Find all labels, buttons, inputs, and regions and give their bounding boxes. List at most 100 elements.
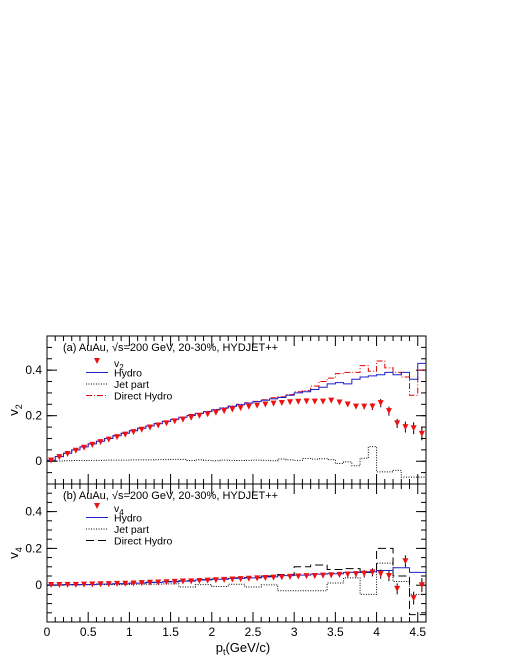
data-point: [328, 572, 335, 579]
data-point: [146, 579, 153, 586]
plot-frame: [46, 335, 427, 485]
y-tick-label: 0.4: [25, 505, 42, 519]
data-point: [179, 578, 186, 585]
data-point: [418, 582, 425, 589]
data-point: [369, 403, 376, 410]
panel-header: (a) AuAu, √s=200 GeV, 20-30%, HYDJET++: [63, 342, 278, 354]
legend-entry: v4: [94, 503, 124, 517]
data-point: [402, 424, 409, 431]
data-point: [130, 429, 137, 436]
series-jet-part: [47, 446, 426, 478]
data-point: [361, 570, 368, 577]
data-point: [171, 578, 178, 585]
y-axis-label: v2: [6, 404, 24, 416]
legend-entry: Direct Hydro: [86, 391, 173, 403]
data-point: [105, 436, 112, 443]
data-point: [89, 581, 96, 588]
data-point: [410, 425, 417, 432]
data-point: [344, 401, 351, 408]
data-point: [97, 439, 104, 446]
legend-label: Direct Hydro: [114, 391, 173, 403]
data-point: [72, 581, 79, 588]
data-point: [254, 402, 261, 409]
data-point: [278, 574, 285, 581]
legend-entry: Jet part: [86, 524, 149, 536]
panel-a-v2: 0 0.2 0.4 v2 (a) AuAu, √s=200 GeV, 20-30%, H…: [6, 335, 427, 485]
data-point: [385, 573, 392, 579]
x-tick-label: 3: [291, 625, 298, 639]
data-point: [311, 398, 318, 405]
data-point: [394, 585, 401, 592]
data-point: [171, 418, 178, 425]
data-point: [81, 581, 88, 588]
y-tick-label: 0: [35, 578, 42, 592]
x-axis: 0 0.5 1 1.5 2 2.5 3 3.5 4 4.5 pt(GeV/c): [44, 625, 427, 657]
data-point: [138, 580, 145, 587]
legend-label: v4: [114, 503, 124, 517]
data-point: [385, 408, 392, 415]
data-point: [163, 420, 170, 427]
legend-label: Hydro: [114, 513, 142, 525]
data-point: [295, 573, 302, 580]
data-point: [278, 399, 285, 406]
legend-entry: Hydro: [86, 513, 142, 525]
data-point: [212, 409, 219, 416]
data-point: [188, 578, 195, 585]
y-tick-label: 0.2: [25, 409, 42, 423]
legend-label: Jet part: [114, 379, 149, 391]
panel-header: (b) AuAu, √s=200 GeV, 20-30%, HYDJET++: [63, 490, 278, 502]
data-point: [352, 571, 359, 578]
y-tick-label: 0.4: [25, 363, 42, 377]
data-point: [48, 582, 55, 589]
legend-label: Jet part: [114, 524, 149, 536]
plot-area: [47, 360, 426, 478]
data-point: [402, 558, 409, 565]
data-point: [287, 399, 294, 406]
data-point: [320, 572, 327, 579]
data-point: [237, 576, 244, 583]
data-point: [163, 579, 170, 586]
series-hydro: [47, 362, 426, 461]
legend-entry: Jet part: [86, 379, 149, 391]
legend-label: Direct Hydro: [114, 536, 173, 548]
data-point: [254, 575, 261, 582]
legend-entry: v2: [94, 358, 124, 372]
panel-b-v4: 00.20.4v4(b) AuAu, √s=200 GeV, 20-30%, H…: [6, 483, 427, 623]
data-point: [418, 430, 425, 437]
data-point: [188, 414, 195, 421]
data-point: [262, 401, 269, 408]
data-point: [138, 426, 145, 433]
data-point: [64, 450, 71, 457]
data-point: [81, 444, 88, 451]
legend-marker: [94, 358, 100, 364]
data-point: [369, 569, 376, 576]
data-point: [122, 431, 129, 438]
x-tick-label: 4.5: [409, 625, 426, 639]
series-hydro: [47, 567, 426, 586]
data-point: [303, 398, 310, 405]
data-point: [377, 571, 384, 578]
data-point: [237, 405, 244, 412]
legend-label: Hydro: [114, 368, 142, 380]
data-point: [361, 403, 368, 410]
data-point: [97, 581, 104, 588]
x-tick-label: 4: [373, 625, 380, 639]
y-axis-label: v4: [6, 547, 24, 559]
data-point: [221, 576, 228, 583]
x-tick-label: 3.5: [327, 625, 344, 639]
data-point: [303, 573, 310, 580]
x-tick-label: 1.5: [162, 625, 179, 639]
x-tick-label: 2.5: [245, 625, 262, 639]
data-point: [295, 398, 302, 405]
plot-frame: [46, 483, 427, 623]
data-point: [221, 408, 228, 415]
data-point: [336, 399, 343, 406]
data-point: [344, 571, 351, 578]
data-point: [105, 581, 112, 588]
data-point: [245, 575, 252, 582]
data-point: [270, 574, 277, 581]
x-tick-label: 2: [208, 625, 215, 639]
data-point: [196, 412, 203, 419]
data-point: [48, 457, 55, 464]
